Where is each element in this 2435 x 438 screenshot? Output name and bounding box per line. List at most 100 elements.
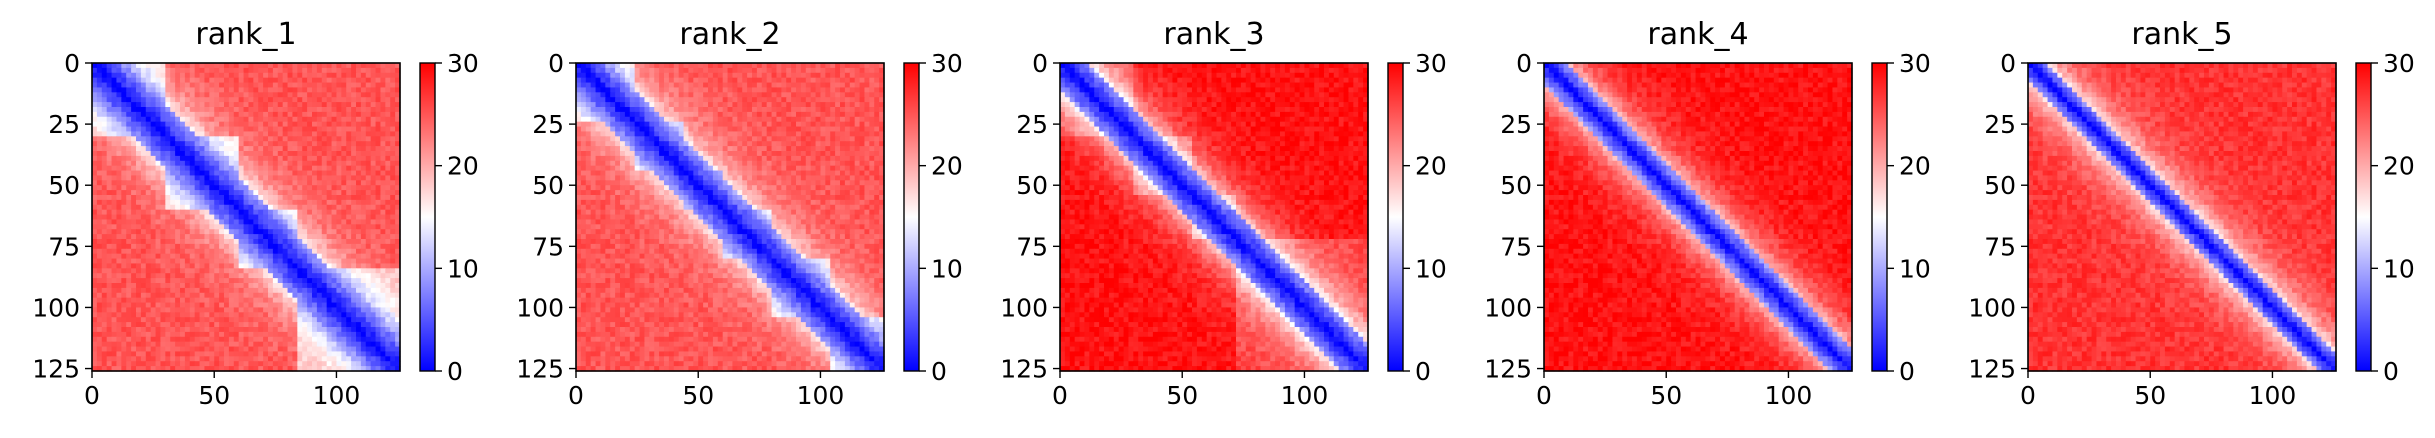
heatmap-cell xyxy=(849,72,856,79)
heatmap-cell xyxy=(106,278,113,284)
heatmap-cell xyxy=(258,175,264,181)
heatmap-cell xyxy=(791,97,797,103)
heatmap-cell xyxy=(659,82,665,89)
heatmap-cell xyxy=(717,97,724,103)
heatmap-cell xyxy=(131,243,137,250)
heatmap-cell xyxy=(712,136,719,142)
heatmap-cell xyxy=(302,229,308,235)
heatmap-cell xyxy=(693,126,699,133)
heatmap-cell xyxy=(131,107,137,113)
heatmap-cell xyxy=(781,116,787,123)
heatmap-cell xyxy=(233,102,240,108)
heatmap-cell xyxy=(165,126,171,133)
heatmap-cell xyxy=(395,253,401,260)
heatmap-cell xyxy=(219,151,225,157)
heatmap-cell xyxy=(228,351,235,357)
heatmap-cell xyxy=(224,121,230,128)
heatmap-cell xyxy=(268,307,274,313)
heatmap-cell xyxy=(356,165,362,172)
heatmap-cell xyxy=(849,107,856,113)
heatmap-cell xyxy=(272,307,279,313)
heatmap-cell xyxy=(336,214,342,221)
heatmap-cell xyxy=(356,102,362,108)
heatmap-cell xyxy=(331,121,338,128)
heatmap-cell xyxy=(160,346,166,353)
heatmap-cell xyxy=(180,175,186,181)
heatmap-cell xyxy=(810,102,817,108)
heatmap-cell xyxy=(238,292,245,299)
heatmap-cell xyxy=(155,165,162,172)
heatmap-cell xyxy=(184,209,191,216)
heatmap-cell xyxy=(346,87,352,93)
heatmap-cell xyxy=(106,263,113,269)
heatmap-cell xyxy=(869,67,875,74)
heatmap-cell xyxy=(189,287,196,294)
heatmap-cell xyxy=(224,72,230,79)
heatmap-cell xyxy=(287,234,294,240)
heatmap-cell xyxy=(145,107,152,113)
heatmap-cell xyxy=(756,126,763,133)
heatmap-cell xyxy=(219,336,225,343)
heatmap-cell xyxy=(708,121,714,128)
heatmap-cell xyxy=(238,351,245,357)
heatmap-cell xyxy=(253,116,259,123)
heatmap-cell xyxy=(170,346,176,353)
heatmap-cell xyxy=(258,239,264,245)
heatmap-cell xyxy=(136,67,142,74)
heatmap-cell xyxy=(170,351,176,357)
heatmap-cell xyxy=(219,312,225,318)
heatmap-cell xyxy=(272,92,279,98)
heatmap-cell xyxy=(316,248,323,255)
heatmap-cell xyxy=(341,268,347,274)
heatmap-cell xyxy=(390,336,396,343)
heatmap-cell xyxy=(145,312,152,318)
heatmap-cell xyxy=(615,97,621,103)
heatmap-cell xyxy=(341,219,347,225)
heatmap-cell xyxy=(140,92,147,98)
heatmap-cell xyxy=(698,92,704,98)
heatmap-cell xyxy=(214,185,220,191)
heatmap-cell xyxy=(683,116,690,123)
heatmap-cell xyxy=(590,82,597,89)
heatmap-cell xyxy=(184,195,191,201)
heatmap-cell xyxy=(341,283,347,289)
heatmap-cell xyxy=(248,341,254,348)
heatmap-cell xyxy=(390,248,396,255)
heatmap-cell xyxy=(312,263,318,269)
heatmap-cell xyxy=(312,239,318,245)
heatmap-cell xyxy=(302,165,308,172)
heatmap-cell xyxy=(346,287,352,294)
heatmap-cell xyxy=(629,87,636,93)
heatmap-cell xyxy=(214,287,220,294)
heatmap-cell xyxy=(268,366,274,372)
heatmap-cell xyxy=(155,199,162,206)
heatmap-cell xyxy=(199,92,206,98)
heatmap-cell xyxy=(263,131,269,137)
heatmap-cell xyxy=(233,141,240,147)
heatmap-cell xyxy=(375,331,382,338)
heatmap-cell xyxy=(683,102,690,108)
heatmap-cell xyxy=(370,331,377,338)
heatmap-cell xyxy=(341,97,347,103)
heatmap-cell xyxy=(101,351,108,357)
heatmap-cell xyxy=(277,312,284,318)
heatmap-cell xyxy=(360,312,367,318)
heatmap-cell xyxy=(346,116,352,123)
heatmap-cell xyxy=(199,107,206,113)
heatmap-cell xyxy=(131,351,137,357)
heatmap-cell xyxy=(595,67,602,74)
heatmap-cell xyxy=(175,302,181,309)
heatmap-cell xyxy=(121,253,127,260)
heatmap-cell xyxy=(175,317,181,323)
heatmap-cell xyxy=(101,136,108,142)
heatmap-cell xyxy=(150,63,157,69)
heatmap-cell xyxy=(106,268,113,274)
heatmap-cell xyxy=(370,146,377,152)
heatmap-cell xyxy=(810,63,817,69)
heatmap-cell xyxy=(307,111,313,118)
heatmap-cell xyxy=(219,361,225,367)
heatmap-cell xyxy=(136,297,142,304)
heatmap-cell xyxy=(302,146,308,152)
heatmap-cell xyxy=(683,87,690,93)
heatmap-cell xyxy=(331,126,338,133)
